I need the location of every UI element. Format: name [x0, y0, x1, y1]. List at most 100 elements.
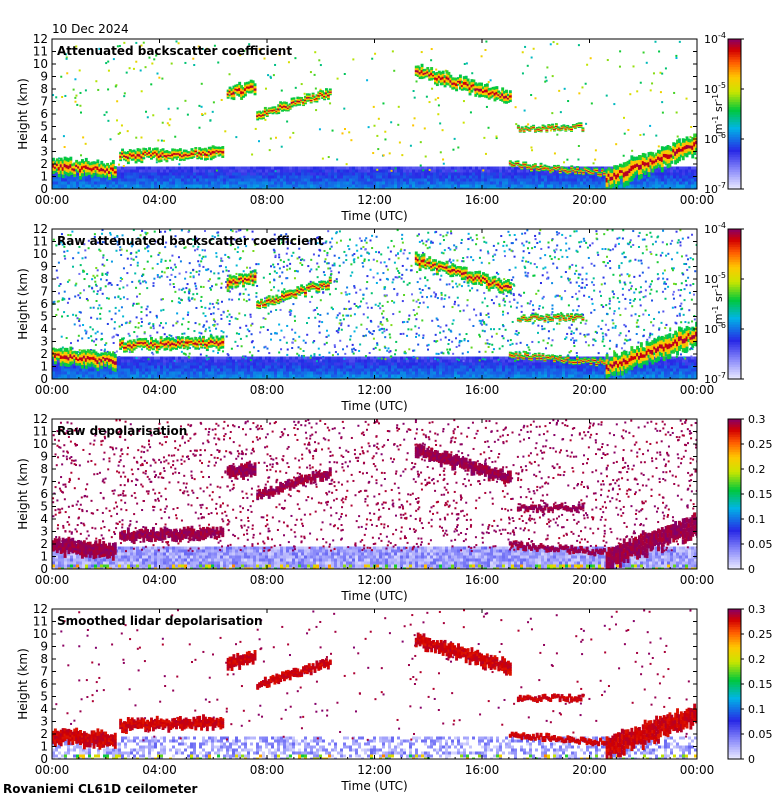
bl-cell: [166, 377, 169, 379]
cloud-cell: [273, 106, 277, 109]
bl-cell: [220, 169, 223, 173]
bl-cell: [373, 178, 376, 182]
noise-cell: [689, 135, 692, 138]
cloud-cell: [516, 163, 520, 165]
bl-cell: [322, 175, 325, 179]
noise-cell: [200, 113, 203, 116]
bl-cell: [76, 178, 79, 182]
cloud-cell: [651, 160, 655, 165]
cloud-cell: [59, 163, 63, 168]
cloud-cell: [674, 147, 678, 152]
bl-cell: [517, 172, 520, 176]
bl-cell: [79, 184, 82, 188]
bl-cell: [436, 368, 439, 372]
cloud-cell: [576, 167, 579, 170]
bl-cell: [451, 362, 454, 366]
cloud-cell: [296, 103, 300, 106]
bl-cell: [235, 365, 238, 369]
bl-cell: [304, 356, 307, 360]
bl-cell: [457, 362, 460, 366]
bl-cell: [403, 187, 406, 189]
colorbar-strip: [728, 96, 741, 100]
noise-cell: [198, 126, 201, 129]
bl-cell: [253, 371, 256, 375]
bl-cell: [301, 172, 304, 176]
cloud-cell: [695, 140, 697, 145]
site-label: Rovaniemi CL61D ceilometer: [3, 782, 198, 796]
noise-cell: [144, 66, 147, 69]
cloud-cell: [424, 68, 428, 72]
cloud-cell: [315, 98, 319, 102]
cloud-cell: [574, 169, 578, 172]
colorbar-strip: [728, 169, 741, 173]
noise-cell: [107, 119, 110, 122]
bl-cell: [541, 169, 544, 173]
bl-cell: [226, 172, 229, 176]
cloud-cell: [545, 165, 549, 168]
cloud-cell: [119, 151, 123, 155]
bl-cell: [433, 178, 436, 182]
cloud-cell: [520, 166, 524, 168]
cloud-cell: [69, 171, 73, 176]
bl-cell: [178, 371, 181, 375]
cloud-cell: [607, 167, 611, 171]
cloud-cell: [247, 90, 251, 94]
cloud-cell: [200, 150, 204, 154]
cloud-cell: [579, 168, 583, 171]
x-axis-label: Time (UTC): [340, 209, 407, 223]
bl-cell: [463, 175, 466, 179]
noise-cell: [515, 123, 518, 126]
bl-cell: [247, 359, 250, 363]
bl-cell: [433, 365, 436, 369]
bl-cell: [277, 181, 280, 185]
bl-cell: [178, 166, 181, 170]
cloud-cell: [451, 84, 455, 88]
cloud-cell: [165, 152, 169, 156]
bl-cell: [529, 172, 532, 176]
bl-cell: [406, 371, 409, 375]
bl-cell: [265, 359, 268, 363]
cloud-cell: [144, 148, 148, 151]
bl-cell: [124, 374, 127, 378]
bl-cell: [238, 362, 241, 366]
cloud-cell: [323, 98, 327, 101]
bl-cell: [511, 187, 514, 189]
bl-cell: [175, 187, 178, 189]
cloud-cell: [691, 145, 695, 150]
cloud-cell: [128, 149, 132, 152]
cloud-cell: [67, 165, 71, 170]
bl-cell: [154, 359, 157, 363]
cloud-cell: [602, 172, 606, 175]
noise-cell: [639, 81, 642, 84]
cloud-cell: [313, 96, 317, 99]
bl-cell: [142, 178, 145, 182]
bl-cell: [502, 178, 505, 182]
bl-cell: [70, 377, 73, 379]
bl-cell: [331, 166, 334, 170]
cloud-cell: [155, 155, 159, 159]
cloud-cell: [485, 86, 489, 90]
bl-cell: [544, 172, 547, 176]
bl-cell: [337, 368, 340, 372]
bl-cell: [622, 187, 625, 189]
cloud-cell: [560, 166, 564, 168]
cloud-cell: [545, 129, 549, 132]
bl-cell: [160, 371, 163, 375]
bl-cell: [262, 184, 265, 188]
bl-cell: [316, 181, 319, 185]
cloud-cell: [485, 94, 489, 99]
bl-cell: [244, 166, 247, 170]
bl-cell: [157, 166, 160, 170]
bl-cell: [250, 166, 253, 170]
bl-cell: [130, 166, 133, 170]
bl-cell: [142, 181, 145, 185]
bl-cell: [523, 184, 526, 188]
cloud-cell: [232, 91, 236, 95]
cloud-cell: [211, 155, 215, 159]
noise-cell: [269, 76, 272, 79]
cloud-cell: [256, 114, 260, 117]
bl-cell: [223, 356, 226, 360]
bl-cell: [139, 166, 142, 170]
bl-cell: [202, 184, 205, 188]
bl-cell: [397, 368, 400, 372]
